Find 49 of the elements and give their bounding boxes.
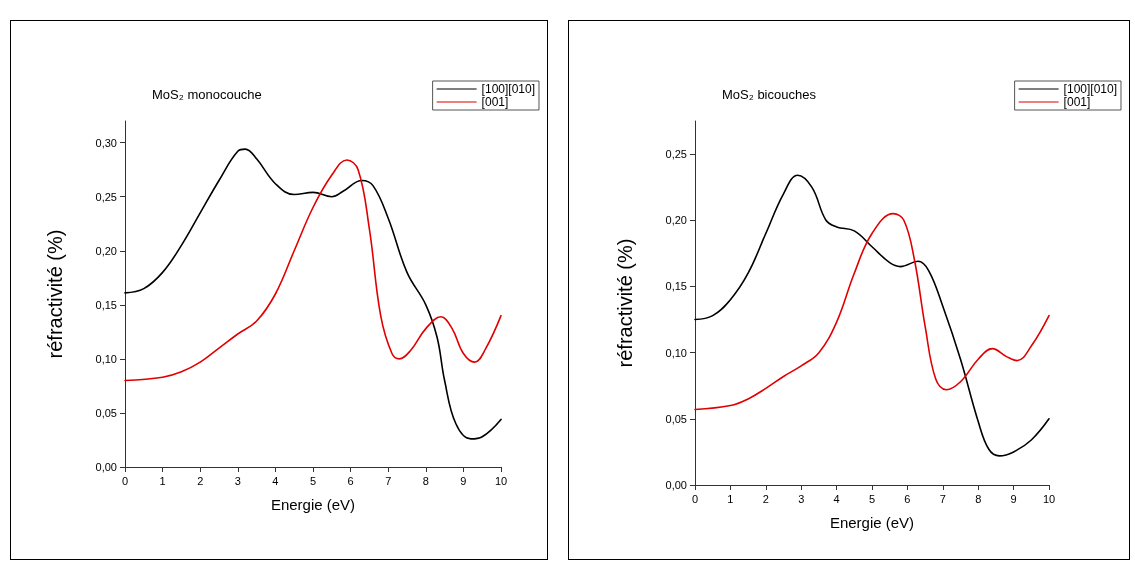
chart-title: MoS₂ monocouche	[152, 87, 262, 102]
legend-label: [001]	[481, 95, 509, 109]
x-tick-label: 7	[939, 492, 946, 505]
y-tick-label: 0,20	[665, 214, 687, 227]
y-tick-label: 0,00	[665, 479, 687, 491]
y-tick-label: 0,15	[95, 298, 117, 311]
line-series	[694, 212, 1050, 411]
x-tick-label: 5	[868, 492, 876, 505]
line-series	[124, 148, 502, 440]
y-tick-label: 0,25	[95, 190, 117, 203]
x-axis-title: Energie (eV)	[270, 496, 356, 513]
y-axis-title: réfractivité (%)	[614, 238, 636, 368]
x-tick-label: 4	[272, 474, 279, 487]
x-tick-label: 1	[727, 492, 734, 505]
x-tick-label: 0	[121, 474, 129, 487]
x-tick-label: 2	[762, 492, 769, 505]
legend-label: [001]	[1063, 95, 1091, 109]
legend-label: [100][010]	[481, 82, 536, 96]
x-tick-label: 10	[494, 474, 508, 487]
x-tick-label: 9	[1010, 492, 1017, 505]
y-tick-label: 0,10	[665, 346, 687, 359]
x-tick-label: 5	[309, 474, 317, 487]
x-tick-label: 8	[975, 492, 982, 505]
x-tick-label: 0	[691, 492, 699, 505]
y-tick-label: 0,25	[665, 148, 687, 161]
x-tick-label: 10	[1042, 492, 1056, 505]
y-tick-label: 0,00	[95, 461, 117, 473]
x-tick-label: 7	[385, 474, 392, 487]
x-tick-label: 6	[904, 492, 911, 505]
x-tick-label: 1	[159, 474, 166, 487]
legend-label: [100][010]	[1063, 82, 1118, 96]
y-tick-label: 0,10	[95, 352, 117, 365]
line-series	[124, 159, 502, 382]
x-tick-label: 8	[422, 474, 429, 487]
y-tick-label: 0,15	[665, 280, 687, 293]
line-series	[694, 174, 1050, 457]
y-tick-label: 0,05	[665, 412, 687, 425]
x-tick-label: 4	[833, 492, 840, 505]
y-tick-label: 0,05	[95, 406, 117, 419]
y-axis-title: réfractivité (%)	[44, 229, 66, 359]
x-axis-title: Energie (eV)	[829, 514, 915, 531]
x-tick-label: 3	[798, 492, 805, 505]
x-tick-label: 3	[234, 474, 241, 487]
chart-title: MoS₂ bicouches	[722, 87, 817, 102]
x-tick-label: 9	[460, 474, 467, 487]
y-tick-label: 0,20	[95, 244, 117, 257]
y-tick-label: 0,30	[95, 136, 117, 149]
x-tick-label: 2	[197, 474, 204, 487]
x-tick-label: 6	[347, 474, 354, 487]
